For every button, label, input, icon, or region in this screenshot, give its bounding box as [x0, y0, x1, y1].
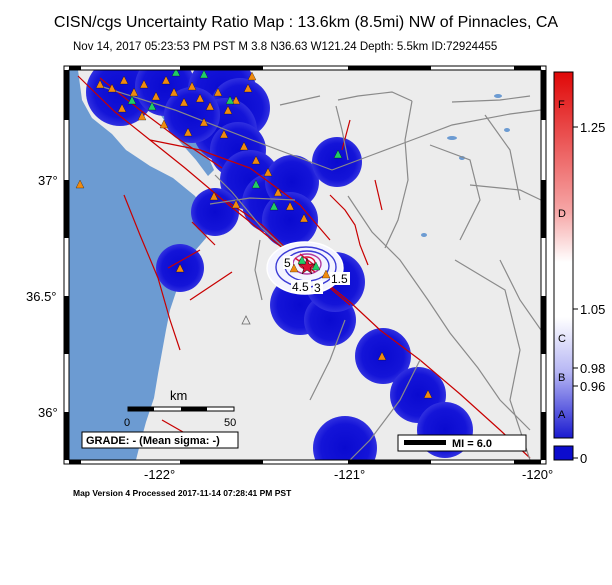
scale-bar: km 0 50: [124, 388, 236, 429]
colorbar: F D C B A 1.25 1.05 0.98 0.96 0: [553, 71, 605, 466]
contour-label-4-5: 4.5: [292, 280, 309, 294]
contour-label-5: 5: [284, 256, 291, 270]
contour-labels: 5 4.5 3 1.5: [283, 256, 350, 295]
scale-tick-50: 50: [224, 417, 236, 429]
map-frame: [63, 65, 547, 465]
colorbar-letter-d: D: [558, 208, 566, 220]
colorbar-value-1-05: 1.05: [580, 302, 605, 317]
longitude-labels: -122° -121° -120°: [144, 467, 553, 482]
lon-label-122: -122°: [144, 467, 175, 482]
colorbar-value-1-25: 1.25: [580, 120, 605, 135]
colorbar-value-0: 0: [580, 451, 587, 466]
colorbar-value-0-98: 0.98: [580, 361, 605, 376]
map-area: 5 4.5 3 1.5: [69, 70, 541, 460]
map-version-footer: Map Version 4 Processed 2017-11-14 07:28…: [73, 488, 292, 498]
roads: [99, 85, 541, 460]
colorbar-letter-f: F: [558, 99, 565, 111]
colorbar-letter-c: C: [558, 333, 566, 345]
colorbar-value-0-96: 0.96: [580, 379, 605, 394]
lon-label-121: -121°: [334, 467, 365, 482]
mi-legend-text: MI = 6.0: [452, 438, 492, 450]
lon-label-120: -120°: [522, 467, 553, 482]
scale-tick-0: 0: [124, 417, 130, 429]
grade-box: GRADE: - (Mean sigma: -): [81, 431, 239, 449]
station-markers: [75, 70, 433, 399]
scale-unit: km: [170, 388, 187, 403]
map-subtitle: Nov 14, 2017 05:23:53 PM PST M 3.8 N36.6…: [73, 41, 498, 53]
lat-label-36: 36°: [38, 405, 58, 420]
latitude-labels: 37° 36.5° 36°: [26, 173, 58, 420]
contour-label-3: 3: [314, 281, 321, 295]
contour-label-1-5: 1.5: [331, 272, 348, 286]
pacific-ocean: [69, 70, 210, 460]
map-title: CISN/cgs Uncertainty Ratio Map : 13.6km …: [53, 14, 559, 31]
grade-text: GRADE: - (Mean sigma: -): [86, 435, 220, 447]
colorbar-letter-b: B: [558, 372, 565, 384]
colorbar-letter-a: A: [558, 409, 566, 421]
lat-label-36-5: 36.5°: [26, 289, 57, 304]
lat-label-37: 37°: [38, 173, 58, 188]
mi-legend: MI = 6.0: [397, 434, 527, 452]
